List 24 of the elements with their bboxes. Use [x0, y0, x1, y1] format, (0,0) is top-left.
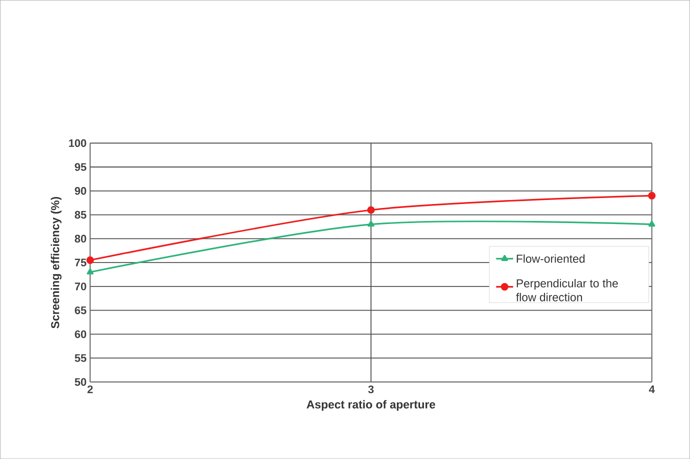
y-tick-label: 65: [74, 306, 86, 314]
y-tick-label: 60: [74, 330, 86, 338]
y-tick-label: 80: [74, 234, 86, 242]
point: [368, 220, 374, 227]
legend-label: Perpendicular to the flow direction: [516, 278, 618, 302]
point: [367, 206, 375, 214]
point: [86, 268, 94, 274]
y-axis-title: Screening efficiency (%): [50, 196, 62, 328]
x-tick-label: 3: [368, 385, 374, 394]
x-tick-label: 4: [648, 385, 655, 393]
y-tick-label: 70: [74, 282, 86, 290]
y-tick-label: 90: [74, 186, 86, 195]
y-tick-label: 100: [69, 139, 86, 147]
y-tick-label: 75: [74, 258, 86, 266]
y-tick-label: 95: [74, 163, 86, 171]
point: [86, 256, 94, 264]
y-tick-label: 55: [74, 354, 86, 362]
x-tick-label: 2: [87, 385, 93, 394]
point: [648, 192, 656, 200]
legend-label: Flow-oriented: [516, 254, 585, 263]
x-axis-title: Aspect ratio of aperture: [306, 400, 436, 411]
y-tick-label: 85: [74, 210, 86, 219]
y-tick-label: 50: [74, 378, 86, 386]
point: [648, 220, 656, 227]
